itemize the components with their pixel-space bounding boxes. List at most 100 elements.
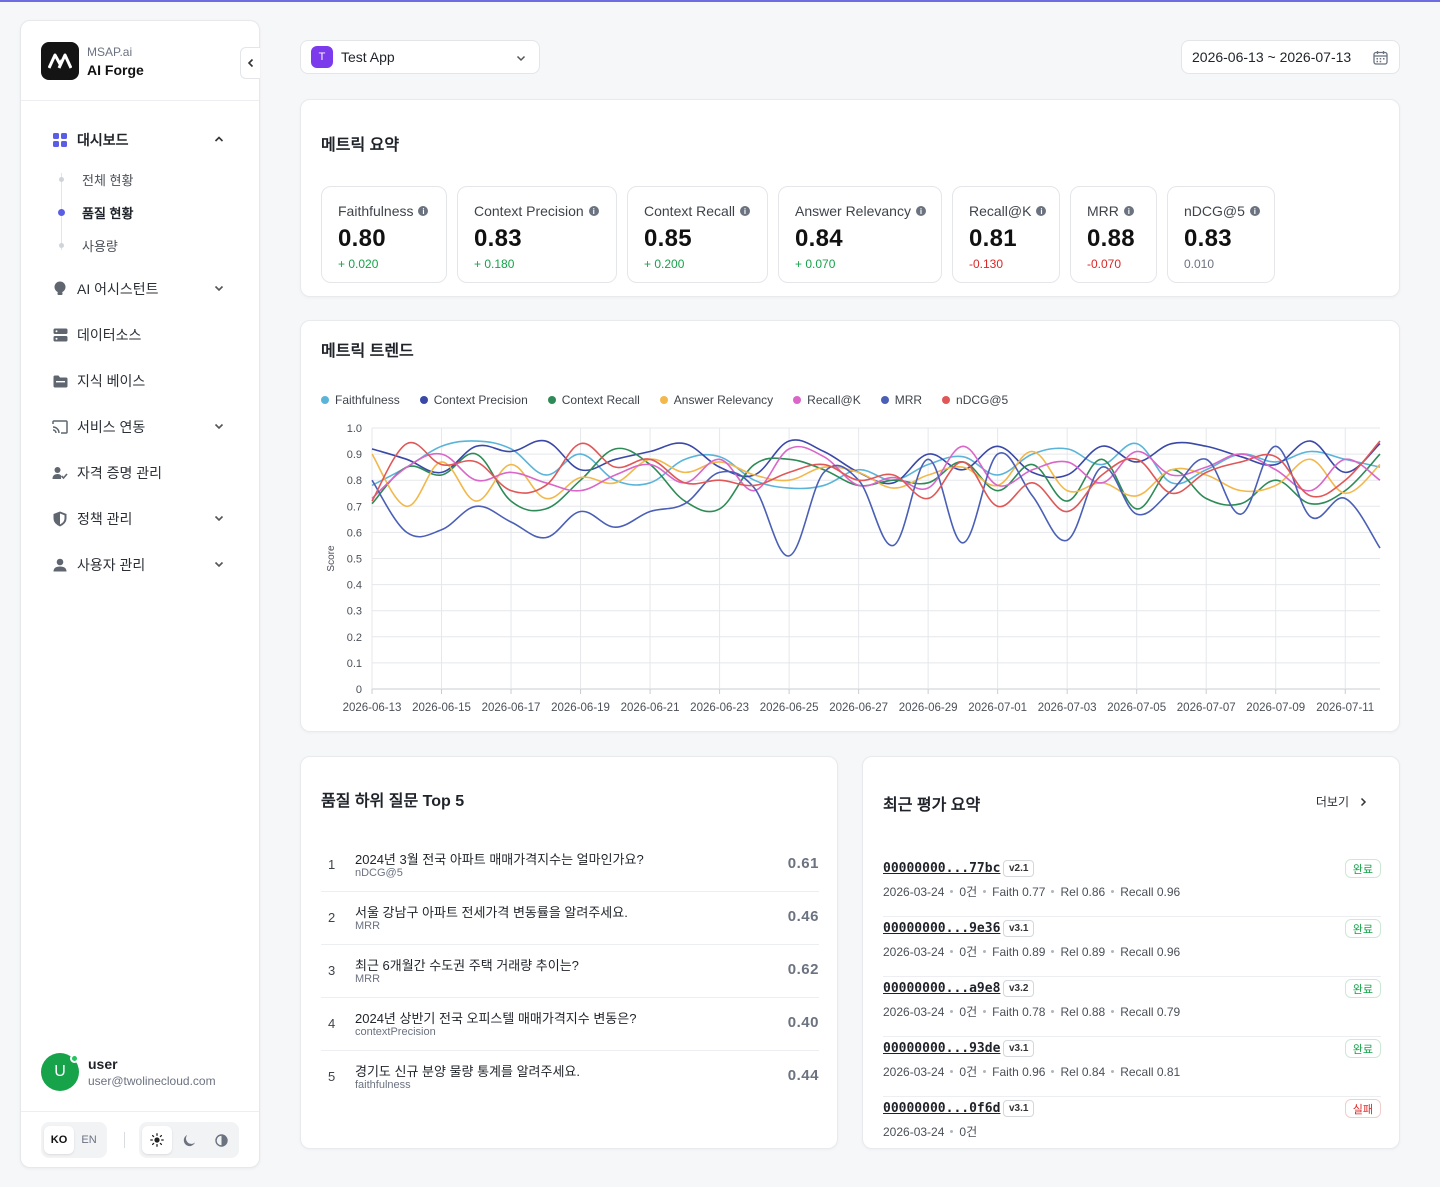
legend-label: Recall@K	[807, 393, 861, 407]
series-line-answer-relevancy	[371, 450, 1381, 508]
question-row[interactable]: 5 경기도 신규 분양 물량 통계를 알려주세요. faithfulness 0.44	[321, 1051, 819, 1104]
metric-name: Faithfulness	[338, 203, 414, 219]
eval-id-link[interactable]: 00000000...9e36	[883, 921, 1001, 936]
metric-card-context-precision[interactable]: Context Precision i 0.83 + 0.180	[457, 186, 617, 283]
eval-meta: 2026-03-24 0건	[883, 1123, 977, 1140]
date-range-picker[interactable]: 2026-06-13 ~ 2026-07-13	[1181, 40, 1400, 74]
info-icon[interactable]: i	[1036, 206, 1047, 216]
chart-legend: Faithfulness Context Precision Context Rec…	[321, 393, 1028, 407]
eval-version-badge: v2.1	[1003, 860, 1035, 877]
eval-recall: Recall 0.79	[1120, 1004, 1181, 1019]
question-text: 2024년 3월 전국 아파트 매매가격지수는 얼마인가요?	[355, 852, 644, 867]
sidebar-item-dashboard[interactable]: 대시보드	[21, 117, 259, 163]
question-row[interactable]: 1 2024년 3월 전국 아파트 매매가격지수는 얼마인가요? nDCG@5 0.6…	[321, 839, 819, 892]
eval-id-link[interactable]: 00000000...77bc	[883, 861, 1001, 876]
sidebar-item-datasource[interactable]: 데이터소스	[21, 312, 259, 358]
sidebar-item-service-integration[interactable]: 서비스 연동	[21, 404, 259, 450]
sidebar-item-label: 지식 베이스	[77, 373, 146, 389]
legend-item[interactable]: Context Recall	[547, 393, 640, 407]
user-profile[interactable]: U user user@twolinecloud.com	[41, 1053, 241, 1093]
app-badge: T	[311, 46, 333, 68]
legend-item[interactable]: nDCG@5	[942, 393, 1008, 407]
moon-icon	[183, 1134, 195, 1146]
evaluation-row[interactable]: 00000000...9e36 v3.1 완료 2026-03-24 0건 Faith 0…	[883, 917, 1381, 977]
legend-item[interactable]: Answer Relevancy	[659, 393, 773, 407]
metric-name: Context Precision	[474, 203, 584, 219]
chevron-down-icon	[214, 515, 224, 522]
question-rank: 2	[328, 910, 336, 925]
eval-date: 2026-03-24	[883, 944, 945, 959]
sidebar-item-policy[interactable]: 정책 관리	[21, 496, 259, 542]
sidebar-subitem-quality[interactable]: 품질 현황	[58, 196, 259, 229]
sidebar-collapse-button[interactable]	[240, 47, 260, 79]
evaluation-row[interactable]: 00000000...a9e8 v3.2 완료 2026-03-24 0건 Faith 0…	[883, 977, 1381, 1037]
theme-dark-button[interactable]	[174, 1126, 204, 1154]
legend-item[interactable]: Recall@K	[793, 393, 861, 407]
eval-id-link[interactable]: 00000000...0f6d	[883, 1101, 1001, 1116]
more-link[interactable]: 더보기	[1316, 793, 1369, 810]
info-icon[interactable]: i	[915, 206, 926, 216]
eval-rel: Rel 0.88	[1060, 1004, 1106, 1019]
metric-card-recall-at-k[interactable]: Recall@K i 0.81 -0.130	[952, 186, 1060, 283]
info-icon[interactable]: i	[418, 206, 429, 216]
brand-logo[interactable]	[41, 42, 79, 80]
x-tick-label: 2026-06-15	[412, 702, 471, 714]
question-score: 0.46	[787, 908, 819, 925]
bottom-questions-card: 품질 하위 질문 Top 5 1 2024년 3월 전국 아파트 매매가격지수는 …	[300, 756, 838, 1149]
sidebar-item-label: 정책 관리	[77, 511, 133, 527]
info-icon[interactable]: i	[588, 206, 599, 216]
user-email: user@twolinecloud.com	[88, 1074, 216, 1088]
evaluation-row[interactable]: 00000000...93de v3.1 완료 2026-03-24 0건 Faith 0…	[883, 1037, 1381, 1097]
info-icon[interactable]: i	[1249, 206, 1260, 216]
legend-item[interactable]: Faithfulness	[321, 393, 400, 407]
eval-version-badge: v3.1	[1003, 1100, 1035, 1117]
question-row[interactable]: 2 서울 강남구 아파트 전세가격 변동률을 알려주세요. MRR 0.46	[321, 892, 819, 945]
legend-item[interactable]: Context Precision	[419, 393, 528, 407]
theme-system-button[interactable]	[206, 1126, 236, 1154]
sidebar-item-ai-assistant[interactable]: AI 어시스턴트	[21, 266, 259, 312]
eval-id-link[interactable]: 00000000...a9e8	[883, 981, 1001, 996]
metric-card-answer-relevancy[interactable]: Answer Relevancy i 0.84 + 0.070	[778, 186, 942, 283]
sidebar-item-knowledge-base[interactable]: 지식 베이스	[21, 358, 259, 404]
metric-card-context-recall[interactable]: Context Recall i 0.85 + 0.200	[627, 186, 768, 283]
lang-en-button[interactable]: EN	[81, 1134, 97, 1146]
eval-version-badge: v3.1	[1003, 1040, 1035, 1057]
x-tick-label: 2026-06-17	[482, 702, 541, 714]
metric-card-faithfulness[interactable]: Faithfulness i 0.80 + 0.020	[321, 186, 447, 283]
y-tick-label: 0.3	[347, 606, 362, 618]
question-row[interactable]: 3 최근 6개월간 수도권 주택 거래량 추이는? MRR 0.62	[321, 945, 819, 998]
lang-ko-button[interactable]: KO	[44, 1126, 74, 1154]
info-icon[interactable]: i	[1123, 206, 1134, 216]
metric-name-row: Context Recall i	[644, 203, 767, 219]
eval-rel: Rel 0.84	[1060, 1064, 1106, 1079]
question-row[interactable]: 4 2024년 상반기 전국 오피스텔 매매가격지수 변동은? contextPre…	[321, 998, 819, 1051]
metric-card-ndcg[interactable]: nDCG@5 i 0.83 0.010	[1167, 186, 1275, 283]
series-line-ndcg-5	[371, 440, 1381, 513]
evaluation-row[interactable]: 00000000...77bc v2.1 완료 2026-03-24 0건 Faith 0…	[883, 857, 1381, 917]
info-icon[interactable]: i	[740, 206, 751, 216]
y-tick-label: 0.9	[347, 449, 362, 461]
app-selector[interactable]: T Test App	[300, 40, 540, 74]
question-score: 0.44	[787, 1067, 819, 1084]
sidebar-footer: KO EN	[21, 1111, 259, 1169]
metric-summary-card: 메트릭 요약 Faithfulness i 0.80 + 0.020 Contex…	[300, 99, 1400, 297]
eval-id-link[interactable]: 00000000...93de	[883, 1041, 1001, 1056]
sidebar-item-users[interactable]: 사용자 관리	[21, 542, 259, 588]
metric-card-mrr[interactable]: MRR i 0.88 -0.070	[1070, 186, 1157, 283]
eval-date: 2026-03-24	[883, 1124, 945, 1139]
subitem-label: 사용량	[82, 239, 118, 254]
sidebar-item-credentials[interactable]: 자격 증명 관리	[21, 450, 259, 496]
eval-count: 0건	[959, 945, 978, 959]
sidebar-subitem-overview[interactable]: 전체 현황	[59, 163, 259, 196]
subitem-label: 품질 현황	[82, 206, 134, 221]
theme-light-button[interactable]	[142, 1126, 172, 1154]
sidebar-subitem-usage[interactable]: 사용량	[59, 229, 259, 262]
question-rank: 5	[328, 1069, 336, 1084]
evaluation-row[interactable]: 00000000...0f6d v3.1 실패 2026-03-24 0건	[883, 1097, 1381, 1157]
metric-delta: + 0.020	[338, 257, 379, 271]
legend-item[interactable]: MRR	[880, 393, 922, 407]
metric-value: 0.80	[338, 225, 386, 252]
metric-name: Recall@K	[969, 203, 1032, 219]
metric-name-row: Faithfulness i	[338, 203, 446, 219]
eval-rel: Rel 0.89	[1060, 944, 1106, 959]
